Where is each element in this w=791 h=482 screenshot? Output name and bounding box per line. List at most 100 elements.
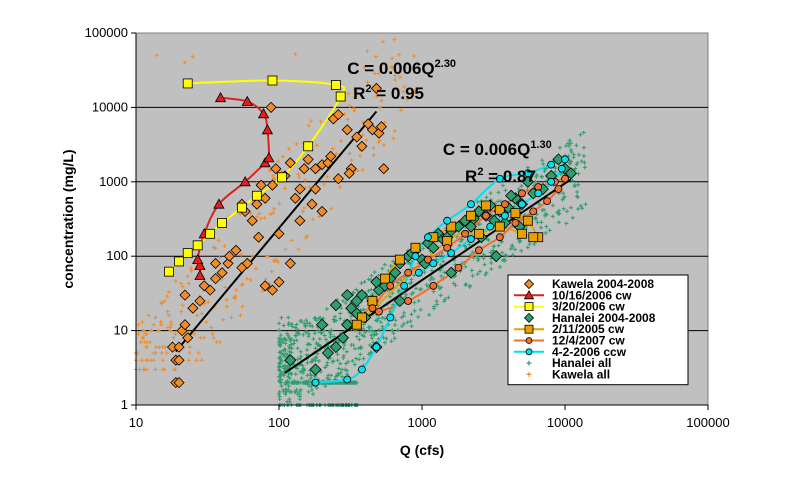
- hanalei-all-point-135: [429, 268, 434, 273]
- hanalei-all-point-600: [382, 340, 387, 345]
- kawela-all-point-112: [294, 141, 299, 146]
- kawela-all-point-215: [173, 279, 178, 284]
- kawela-all-point-50: [164, 350, 169, 355]
- hanalei-all-point-117: [282, 363, 287, 368]
- legend-marker-kawela-all: [526, 371, 532, 377]
- hanalei-2004-2008-point-44: [564, 167, 577, 180]
- hanalei-2004-2008-point-5: [341, 318, 354, 331]
- kawela-all-point-5: [296, 247, 301, 252]
- hanalei-all-point-101: [318, 369, 323, 374]
- kawela-all-point-68: [159, 301, 164, 306]
- hanalei-all-point-559: [576, 152, 581, 157]
- 3-20-2006-cw-point-5: [277, 172, 287, 183]
- hanalei-2004-2008-point-1: [309, 363, 322, 376]
- kawela-all-point-242: [141, 335, 146, 340]
- hanalei-all-point-410: [290, 324, 295, 329]
- hanalei-all-point-550: [286, 384, 291, 389]
- equation-annotation-2: C = 0.006Q1.30: [443, 139, 552, 159]
- 2-11-2005-cw-point-16: [494, 221, 505, 232]
- kawela-all-point-138: [360, 133, 365, 138]
- hanalei-all-point-852: [342, 343, 347, 348]
- 3-20-2006-cw-point-11: [182, 248, 193, 259]
- kawela-all-point-95: [198, 335, 203, 340]
- hanalei-all-point-21: [277, 392, 281, 397]
- 12-4-2007-cw-point-17: [475, 246, 483, 255]
- hanalei-all-point-648: [419, 287, 424, 292]
- kawela-2004-2008-point-8: [173, 341, 185, 353]
- legend-entry-hanalei-all: Hanalei all: [526, 356, 611, 370]
- hanalei-all-point-777: [311, 337, 316, 342]
- hanalei-all-point-448: [481, 252, 486, 257]
- hanalei-all-point-208: [512, 247, 517, 252]
- kawela-all-point-59: [157, 345, 162, 350]
- kawela-2004-2008-point-59: [266, 179, 279, 191]
- hanalei-all-point-803: [428, 277, 433, 282]
- kawela-2004-2008-point-56: [253, 231, 265, 243]
- hanalei-all-point-426: [346, 359, 351, 364]
- 2-11-2005-cw-point-2: [510, 208, 521, 218]
- kawela-all-point-151: [185, 274, 190, 279]
- kawela-all-point-136: [144, 332, 149, 337]
- hanalei-all-point-8: [316, 359, 321, 364]
- 4-2-2006-ccw-point-5: [400, 281, 409, 290]
- 12-4-2007-cw-point-2: [404, 268, 413, 277]
- legend-label-3-20-2006-cw: 3/20/2006 cw: [552, 300, 625, 314]
- hanalei-all-point-276: [354, 287, 359, 292]
- hanalei-all-point-555: [278, 337, 283, 342]
- kawela-2004-2008-point-50: [209, 257, 222, 269]
- hanalei-all-point-637: [288, 338, 293, 343]
- kawela-all-point-102: [376, 71, 381, 76]
- hanalei-all-point-759: [539, 220, 544, 225]
- hanalei-all-point-540: [569, 149, 574, 154]
- kawela-all-point-258: [144, 340, 149, 345]
- hanalei-all-point-602: [392, 336, 397, 341]
- kawela-all-point-61: [202, 335, 207, 340]
- hanalei-all-point-386: [458, 239, 463, 244]
- hanalei-all-point-345: [357, 337, 362, 342]
- kawela-all-point-77: [206, 300, 211, 305]
- hanalei-all-point-76: [411, 273, 416, 278]
- hanalei-all-point-765: [446, 295, 451, 300]
- hanalei-all-point-522: [280, 364, 285, 369]
- kawela-2004-2008-point-24: [265, 101, 277, 113]
- kawela-all-point-171: [165, 325, 170, 330]
- hanalei-fit-line: [284, 178, 572, 374]
- hanalei-all-point-415: [298, 387, 303, 392]
- x-axis-label: Q (cfs): [400, 442, 444, 458]
- kawela-all-point-162: [166, 313, 171, 318]
- hanalei-all-point-116: [431, 289, 436, 294]
- kawela-all-point-222: [209, 325, 214, 330]
- hanalei-all-point-789: [475, 272, 480, 277]
- hanalei-all-point-376: [412, 300, 417, 305]
- 3-20-2006-cw-point-9: [205, 228, 216, 239]
- hanalei-all-point-881: [496, 243, 501, 248]
- hanalei-all-point-13: [305, 360, 310, 365]
- kawela-all-point-37: [248, 211, 253, 216]
- hanalei-all-point-897: [401, 310, 406, 315]
- hanalei-all-point-264: [535, 220, 540, 225]
- hanalei-all-point-39: [582, 160, 587, 165]
- kawela-all-point-25: [210, 332, 215, 337]
- kawela-all-point-75: [194, 313, 199, 318]
- kawela-all-point-234: [376, 140, 381, 145]
- hanalei-all-point-390: [374, 332, 379, 337]
- kawela-all-point-92: [223, 285, 228, 290]
- hanalei-all-point-295: [533, 216, 538, 221]
- legend-label-hanalei-2004-2008: Hanalei 2004-2008: [552, 311, 656, 325]
- kawela-all-point-117: [204, 320, 209, 325]
- hanalei-all-point-251: [285, 331, 290, 336]
- hanalei-all-point-1026: [290, 380, 295, 385]
- hanalei-all-point-200: [574, 162, 579, 167]
- equation-annotation-0: C = 0.006Q2.30: [347, 58, 456, 78]
- 10-16-2006-cw-point-11: [214, 91, 227, 103]
- hanalei-all-point-825: [405, 320, 410, 325]
- hanalei-2004-2008-point-2: [321, 346, 335, 360]
- hanalei-all-point-242: [482, 262, 487, 267]
- hanalei-all-point-213: [467, 242, 472, 247]
- kawela-all-point-82: [224, 304, 229, 309]
- 3-20-2006-cw-point-0: [182, 78, 193, 89]
- hanalei-all-point-253: [402, 295, 407, 300]
- kawela-all-point-255: [169, 320, 174, 325]
